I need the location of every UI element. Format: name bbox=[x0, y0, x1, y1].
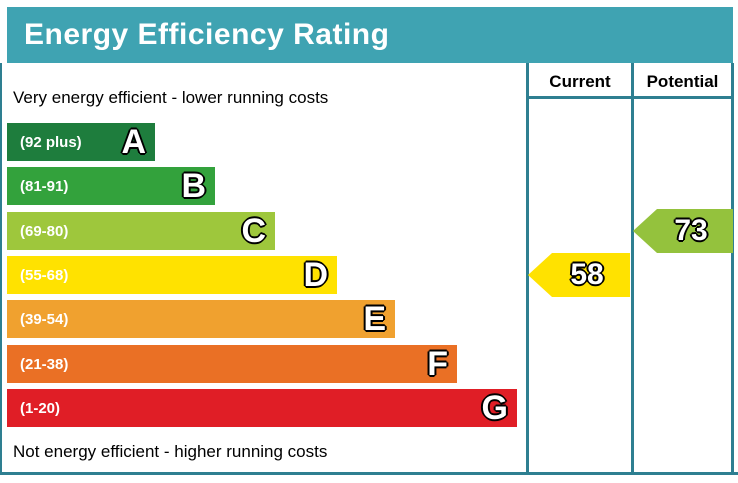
title-bar: Energy Efficiency Rating bbox=[7, 7, 733, 63]
band-bar-a: (92 plus) A bbox=[7, 123, 155, 161]
band-letter: F bbox=[427, 345, 448, 383]
current-column-divider bbox=[526, 63, 529, 475]
band-letter: B bbox=[181, 167, 206, 205]
band-bar-f: (21-38) F bbox=[7, 345, 457, 383]
band-bar-d: (55-68) D bbox=[7, 256, 337, 294]
band-range-label: (92 plus) bbox=[20, 133, 82, 151]
band-letter: G bbox=[481, 389, 508, 427]
band-bar-e: (39-54) E bbox=[7, 300, 395, 338]
band-range-label: (39-54) bbox=[20, 310, 69, 328]
current-column-header: Current bbox=[549, 72, 611, 91]
potential-column-divider bbox=[631, 63, 634, 475]
page-title: Energy Efficiency Rating bbox=[24, 18, 390, 51]
header-underline bbox=[526, 96, 734, 99]
potential-rating-value: 73 bbox=[674, 214, 708, 247]
band-bar-c: (69-80) C bbox=[7, 212, 275, 250]
current-rating-arrow: 58 bbox=[528, 253, 630, 297]
band-letter: D bbox=[303, 256, 328, 294]
band-letter: A bbox=[121, 123, 146, 161]
band-range-label: (21-38) bbox=[20, 355, 69, 373]
band-range-label: (69-80) bbox=[20, 222, 69, 240]
potential-rating-arrow: 73 bbox=[633, 209, 733, 253]
band-bar-g: (1-20) G bbox=[7, 389, 517, 427]
chart-left-border bbox=[0, 63, 2, 475]
current-rating-value: 58 bbox=[570, 258, 604, 291]
band-range-label: (55-68) bbox=[20, 266, 69, 284]
chart-right-border bbox=[731, 63, 734, 475]
potential-column-header: Potential bbox=[646, 72, 719, 91]
top-note: Very energy efficient - lower running co… bbox=[13, 88, 329, 107]
band-letter: C bbox=[241, 212, 266, 250]
bottom-note: Not energy efficient - higher running co… bbox=[13, 442, 328, 461]
band-range-label: (81-91) bbox=[20, 177, 69, 195]
chart-bottom-border bbox=[0, 472, 738, 475]
band-letter: E bbox=[363, 300, 386, 338]
band-bar-b: (81-91) B bbox=[7, 167, 215, 205]
band-range-label: (1-20) bbox=[20, 399, 61, 417]
